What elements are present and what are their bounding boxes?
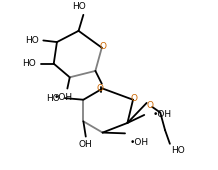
- Text: •OH: •OH: [152, 110, 171, 119]
- Text: HO: HO: [73, 2, 86, 11]
- Text: O: O: [97, 84, 104, 93]
- Text: •OH: •OH: [130, 138, 149, 147]
- Text: O: O: [146, 101, 153, 110]
- Text: HO: HO: [171, 146, 184, 155]
- Text: O: O: [99, 42, 106, 51]
- Text: O: O: [130, 94, 137, 103]
- Text: HO: HO: [46, 94, 60, 103]
- Text: HO: HO: [22, 59, 36, 68]
- Text: HO: HO: [25, 36, 39, 45]
- Text: OH: OH: [79, 140, 93, 149]
- Text: •OH: •OH: [54, 93, 73, 102]
